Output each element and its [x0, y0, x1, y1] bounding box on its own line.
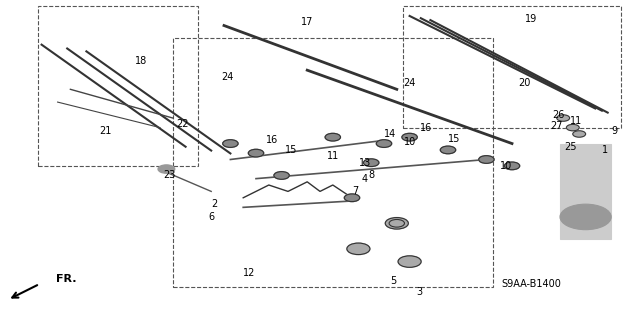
Text: 22: 22 — [176, 119, 189, 130]
Text: 26: 26 — [552, 110, 564, 120]
Text: 3: 3 — [416, 287, 422, 297]
Circle shape — [248, 149, 264, 157]
Text: 21: 21 — [99, 126, 112, 136]
Text: 24: 24 — [403, 78, 416, 88]
Circle shape — [440, 146, 456, 154]
Bar — [560, 144, 611, 239]
Text: 23: 23 — [163, 170, 176, 181]
Circle shape — [347, 243, 370, 255]
Text: 19: 19 — [525, 14, 538, 24]
Text: 16: 16 — [266, 135, 278, 145]
Circle shape — [557, 115, 570, 121]
Circle shape — [325, 133, 340, 141]
Text: S9AA-B1400: S9AA-B1400 — [501, 279, 561, 289]
Text: 24: 24 — [221, 71, 234, 82]
Circle shape — [566, 124, 579, 131]
Circle shape — [479, 156, 494, 163]
Circle shape — [223, 140, 238, 147]
Circle shape — [274, 172, 289, 179]
Text: 8: 8 — [368, 170, 374, 181]
Bar — [173, 38, 493, 287]
Text: 15: 15 — [448, 134, 461, 144]
Text: 2: 2 — [211, 199, 218, 209]
Text: 4: 4 — [362, 174, 368, 184]
Text: 18: 18 — [134, 56, 147, 66]
Circle shape — [385, 218, 408, 229]
Text: 11: 11 — [570, 116, 582, 126]
Text: 20: 20 — [518, 78, 531, 88]
Text: 9: 9 — [611, 126, 618, 136]
Text: 12: 12 — [243, 268, 256, 278]
Text: 14: 14 — [384, 129, 397, 139]
Circle shape — [389, 219, 404, 227]
Circle shape — [398, 256, 421, 267]
Text: 5: 5 — [390, 276, 397, 286]
Circle shape — [376, 140, 392, 147]
Text: 13: 13 — [358, 158, 371, 168]
Text: 27: 27 — [550, 121, 563, 131]
Text: FR.: FR. — [56, 274, 76, 284]
Text: 7: 7 — [352, 186, 358, 197]
Circle shape — [364, 159, 379, 167]
Text: 11: 11 — [326, 151, 339, 161]
Bar — [38, 6, 198, 166]
Circle shape — [573, 131, 586, 137]
Text: 1: 1 — [602, 145, 608, 155]
Circle shape — [158, 165, 175, 173]
Text: 10: 10 — [403, 137, 416, 147]
Circle shape — [402, 133, 417, 141]
Text: 15: 15 — [285, 145, 298, 155]
Text: 25: 25 — [564, 142, 577, 152]
Circle shape — [560, 204, 611, 230]
Bar — [403, 6, 621, 128]
Text: 16: 16 — [419, 122, 432, 133]
Text: 10: 10 — [499, 161, 512, 171]
Text: 17: 17 — [301, 17, 314, 27]
Text: 6: 6 — [208, 212, 214, 222]
Circle shape — [344, 194, 360, 202]
Circle shape — [504, 162, 520, 170]
